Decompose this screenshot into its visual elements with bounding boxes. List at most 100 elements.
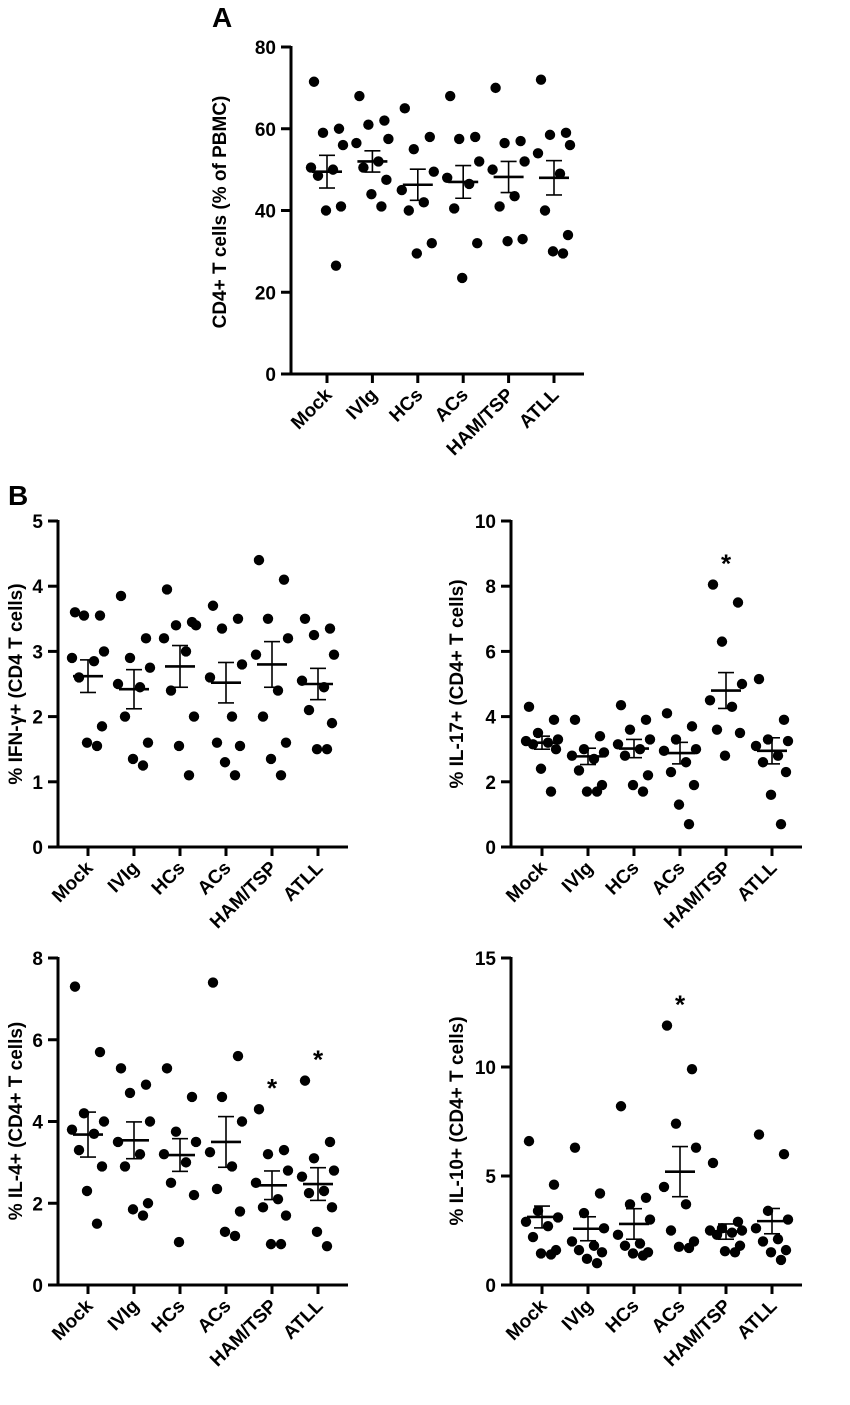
- data-point: [204, 672, 216, 683]
- x-category-label: HCs: [148, 1296, 190, 1338]
- data-point: [665, 1225, 677, 1236]
- data-point: [757, 757, 769, 768]
- data-point: [548, 1179, 560, 1190]
- data-point: [321, 744, 333, 755]
- data-point: [778, 714, 790, 726]
- data-point: [569, 714, 581, 726]
- data-point: [98, 646, 110, 657]
- data-point: [379, 115, 390, 126]
- y-tick-label: 0: [32, 838, 43, 859]
- x-category-label: ACs: [194, 858, 236, 900]
- data-point: [627, 779, 639, 791]
- data-point: [532, 148, 544, 159]
- chart-il-10: 0 5 10 15 % IL-10+ (CD4+ T cells) Mock IVIg HCs…: [447, 949, 802, 1371]
- y-tick-label: 2: [485, 773, 496, 794]
- data-point: [545, 1249, 557, 1260]
- data-point: [535, 763, 547, 774]
- data-point: [328, 649, 340, 660]
- y-axis-title: % IL-4+ (CD4+ T cells): [6, 1022, 27, 1221]
- y-tick-label: 2: [32, 1194, 43, 1215]
- data-point: [303, 1187, 315, 1199]
- data-point: [554, 168, 566, 179]
- data-point: [119, 1161, 131, 1172]
- data-point: [661, 1020, 673, 1031]
- significance-marker: *: [267, 1073, 278, 1103]
- data-point: [119, 711, 131, 722]
- data-point: [170, 620, 182, 631]
- data-point: [257, 1202, 269, 1213]
- data-point: [127, 1204, 139, 1215]
- data-point: [637, 786, 649, 797]
- data-point: [560, 127, 572, 139]
- data-point: [598, 747, 610, 758]
- data-point: [226, 1161, 238, 1172]
- data-point: [337, 139, 349, 151]
- data-point: [449, 203, 460, 214]
- data-point: [207, 600, 219, 611]
- data-point: [619, 1240, 631, 1251]
- data-point: [624, 724, 636, 735]
- data-point: [539, 205, 551, 216]
- data-point: [509, 190, 520, 202]
- data-point: [257, 711, 269, 722]
- data-point: [573, 1244, 585, 1256]
- data-point: [445, 90, 456, 102]
- data-point: [324, 623, 336, 634]
- data-point: [265, 753, 277, 765]
- data-point: [750, 1223, 762, 1234]
- data-point: [236, 1116, 248, 1127]
- data-point: [527, 739, 539, 750]
- data-point: [112, 678, 124, 690]
- data-point: [115, 590, 127, 602]
- data-point: [515, 135, 526, 147]
- data-point: [578, 744, 590, 755]
- data-point: [578, 1207, 590, 1219]
- x-category-label: Mock: [287, 384, 336, 433]
- data-point: [308, 1153, 320, 1164]
- y-tick-label: 40: [255, 202, 276, 223]
- data-point: [66, 1124, 78, 1135]
- panel-b-label: B: [8, 480, 28, 511]
- data-point: [624, 1199, 636, 1210]
- data-point: [719, 750, 731, 761]
- data-point: [112, 1136, 124, 1148]
- data-point: [765, 789, 777, 801]
- data-point: [158, 1149, 170, 1160]
- data-point: [278, 1144, 290, 1156]
- data-point: [330, 260, 342, 271]
- data-point: [640, 714, 652, 726]
- data-point: [142, 737, 154, 748]
- data-point: [683, 1242, 695, 1254]
- data-point: [311, 1226, 323, 1238]
- data-point: [557, 248, 569, 259]
- y-tick-label: 0: [485, 1276, 496, 1297]
- data-point: [234, 1206, 246, 1217]
- data-point: [634, 1238, 646, 1249]
- x-category-label: ATLL: [733, 1295, 781, 1343]
- data-point: [782, 1214, 794, 1225]
- data-point: [775, 1254, 787, 1266]
- x-category-label: ACs: [648, 858, 690, 900]
- data-point: [78, 1108, 90, 1119]
- data-point: [280, 1210, 292, 1221]
- data-point: [91, 1218, 103, 1229]
- data-point: [532, 1205, 544, 1217]
- data-point: [596, 1247, 608, 1258]
- data-point: [311, 744, 323, 755]
- data-point: [470, 131, 481, 143]
- data-point: [262, 613, 274, 624]
- axes: [509, 520, 802, 849]
- data-point: [354, 90, 365, 102]
- data-point: [232, 1050, 244, 1062]
- y-tick-label: 8: [485, 577, 496, 598]
- data-point: [750, 740, 762, 752]
- data-point: [736, 678, 748, 690]
- data-point: [594, 1188, 606, 1199]
- data-point: [327, 164, 339, 175]
- data-point: [161, 584, 173, 595]
- data-point: [165, 1177, 177, 1189]
- data-point: [211, 1183, 223, 1195]
- data-point: [124, 1087, 136, 1099]
- y-tick-label: 80: [255, 38, 276, 59]
- data-point: [282, 1165, 294, 1176]
